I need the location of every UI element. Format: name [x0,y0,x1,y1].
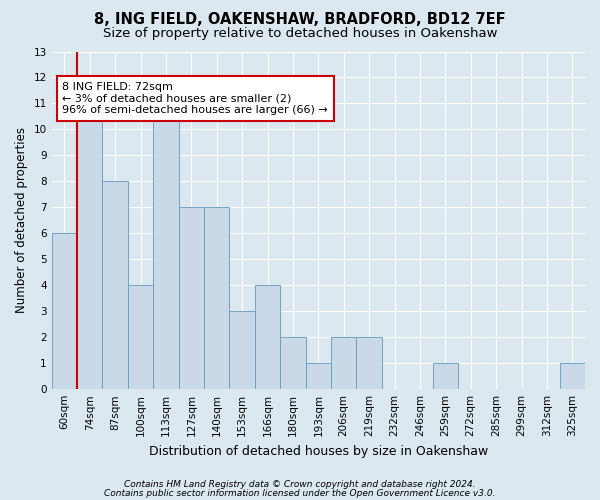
Bar [305,363,331,389]
Y-axis label: Number of detached properties: Number of detached properties [15,128,28,314]
Text: 8 ING FIELD: 72sqm
← 3% of detached houses are smaller (2)
96% of semi-detached : 8 ING FIELD: 72sqm ← 3% of detached hous… [62,82,328,115]
Bar [280,337,305,389]
Bar [356,337,382,389]
Bar [128,286,153,389]
Bar [229,312,255,389]
Bar [52,234,77,389]
Text: 8, ING FIELD, OAKENSHAW, BRADFORD, BD12 7EF: 8, ING FIELD, OAKENSHAW, BRADFORD, BD12 … [94,12,506,28]
Bar [560,363,585,389]
Bar [77,104,103,389]
Bar [179,208,204,389]
Text: Size of property relative to detached houses in Oakenshaw: Size of property relative to detached ho… [103,28,497,40]
X-axis label: Distribution of detached houses by size in Oakenshaw: Distribution of detached houses by size … [149,444,488,458]
Bar [331,337,356,389]
Text: Contains HM Land Registry data © Crown copyright and database right 2024.: Contains HM Land Registry data © Crown c… [124,480,476,489]
Bar [103,182,128,389]
Bar [204,208,229,389]
Bar [433,363,458,389]
Bar [153,104,179,389]
Bar [255,286,280,389]
Text: Contains public sector information licensed under the Open Government Licence v3: Contains public sector information licen… [104,488,496,498]
